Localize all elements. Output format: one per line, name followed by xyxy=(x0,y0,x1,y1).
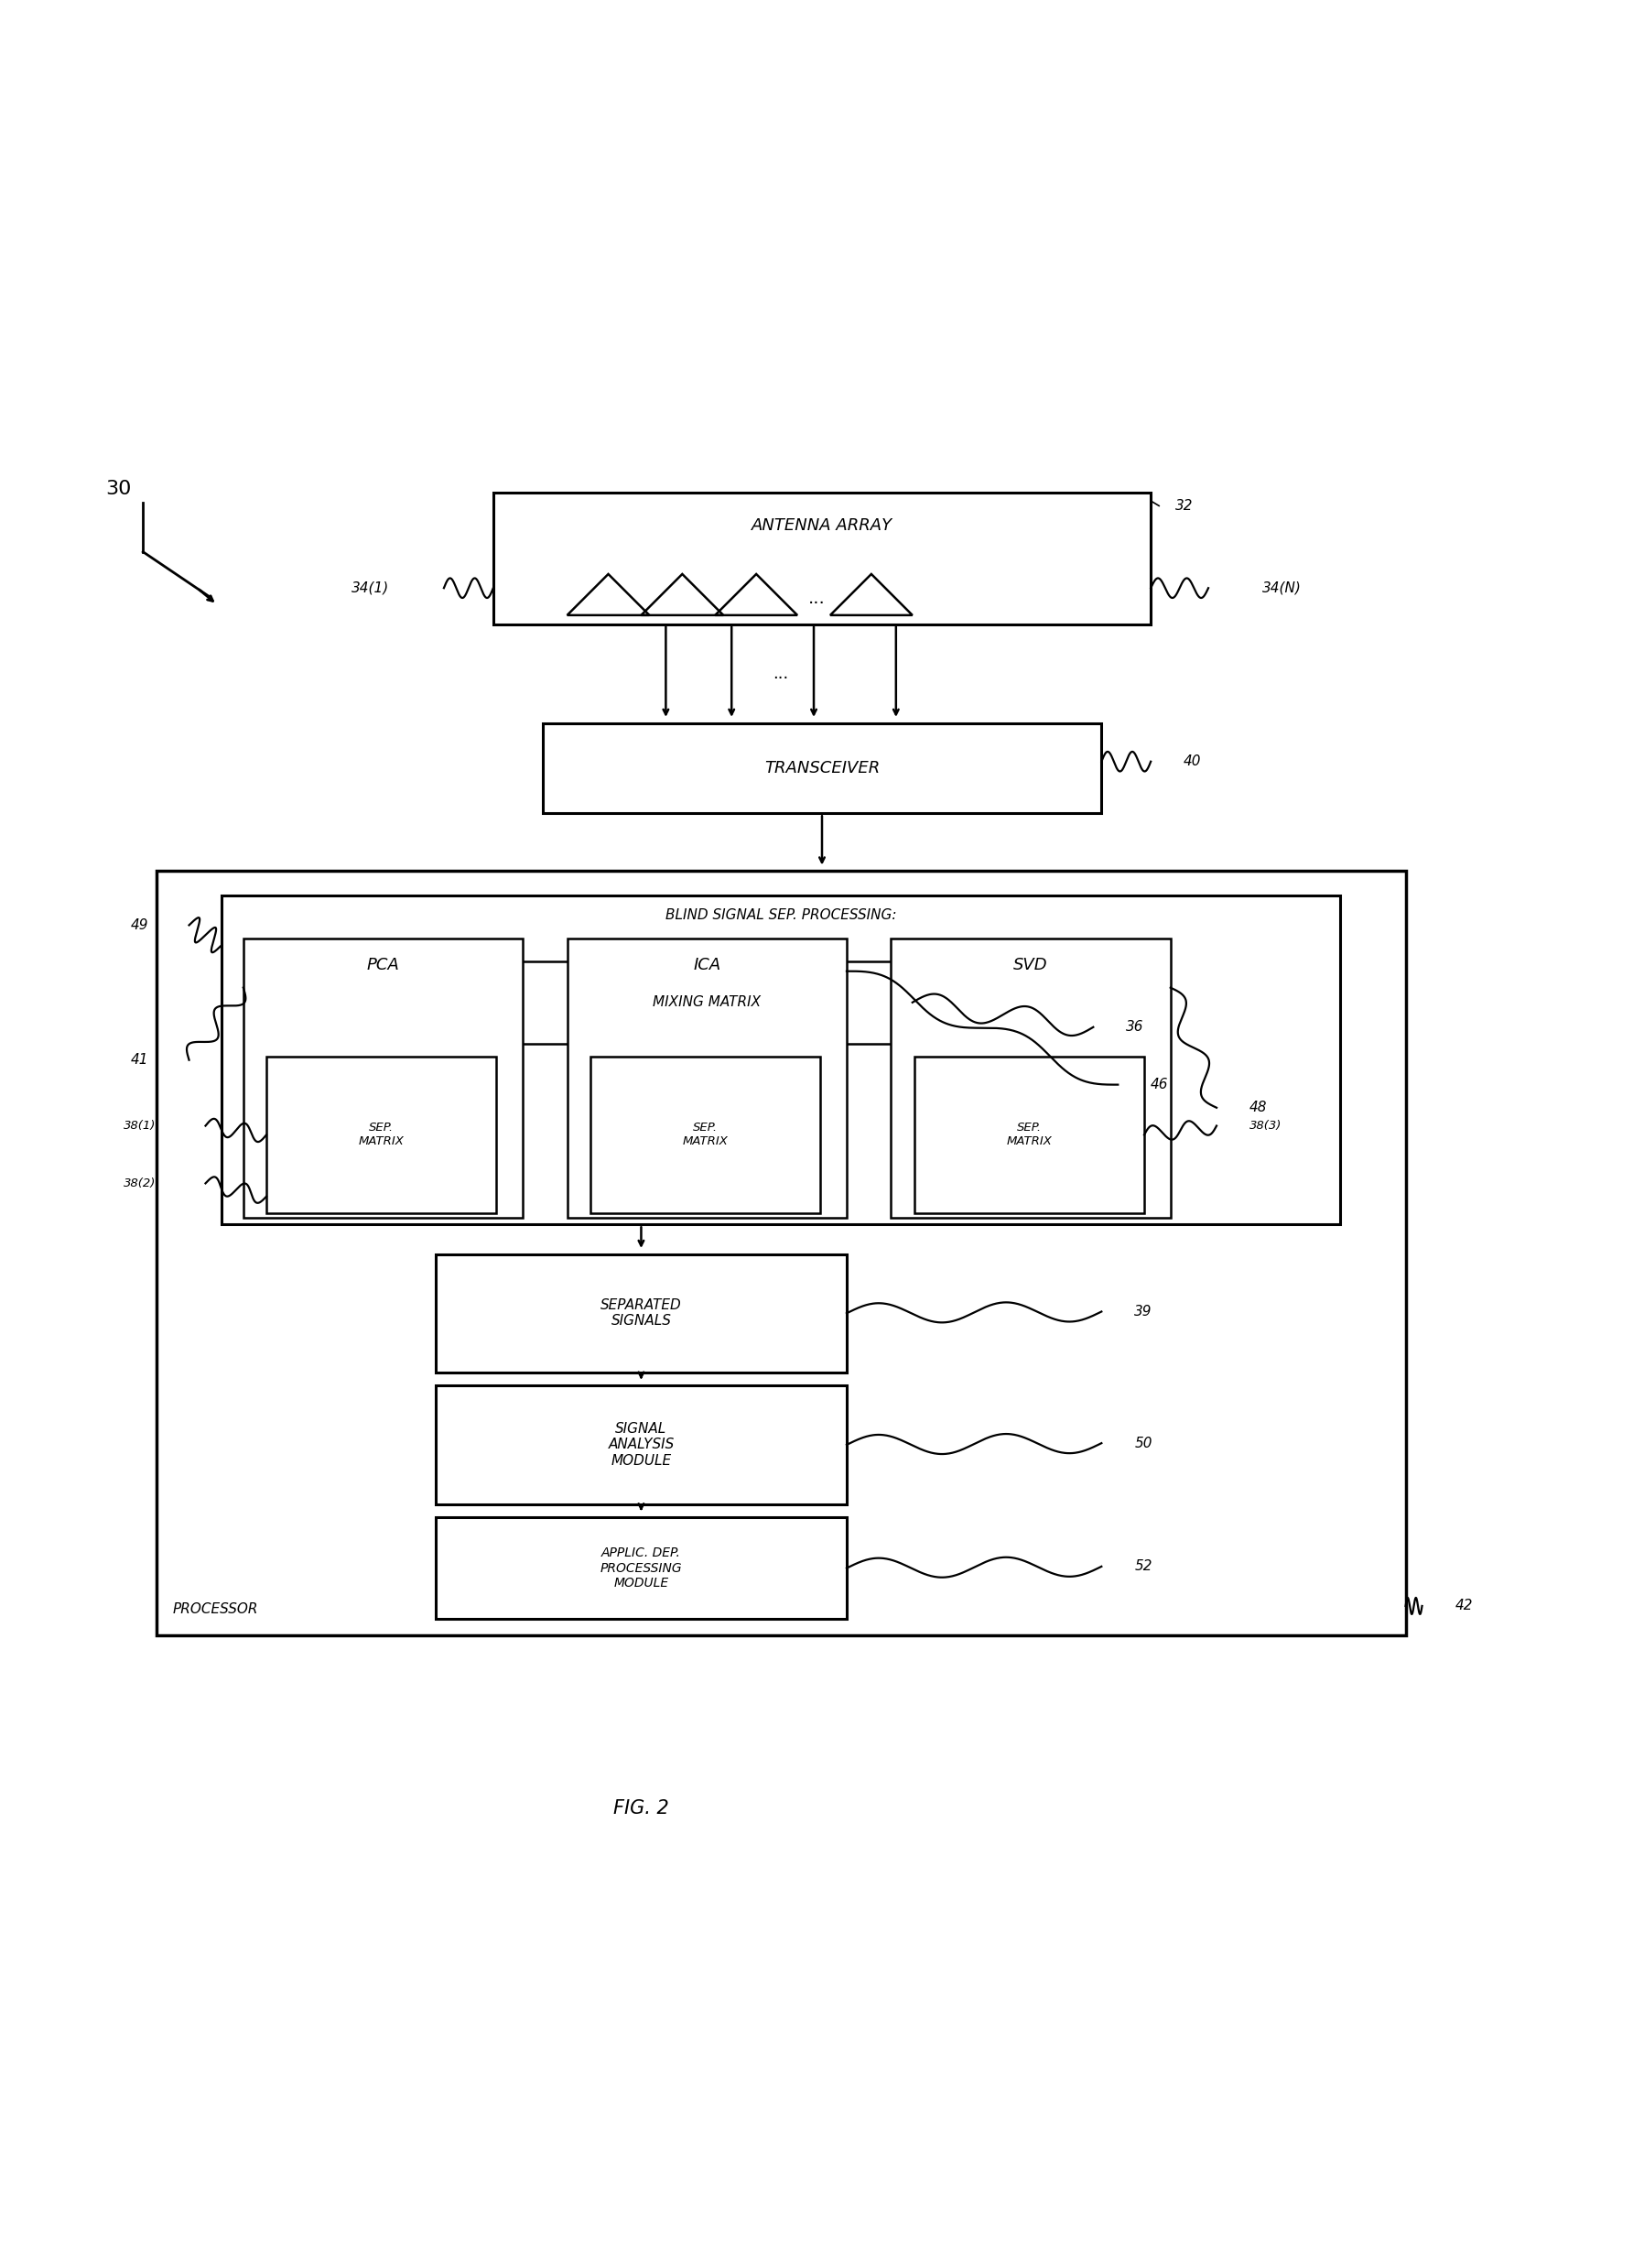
Text: 40: 40 xyxy=(1184,755,1202,769)
FancyBboxPatch shape xyxy=(501,962,912,1043)
Text: 46: 46 xyxy=(1151,1077,1169,1091)
FancyBboxPatch shape xyxy=(266,1057,496,1213)
Text: 34(1): 34(1) xyxy=(352,581,388,594)
Text: PCA: PCA xyxy=(367,957,399,973)
Text: 42: 42 xyxy=(1455,1599,1473,1613)
Text: SIGNAL
ANALYSIS
MODULE: SIGNAL ANALYSIS MODULE xyxy=(608,1422,674,1467)
FancyBboxPatch shape xyxy=(543,723,1101,814)
FancyBboxPatch shape xyxy=(914,1057,1144,1213)
Text: SEP.
MATRIX: SEP. MATRIX xyxy=(682,1123,728,1148)
Text: 32: 32 xyxy=(1175,499,1194,513)
Text: 38(1): 38(1) xyxy=(123,1120,156,1132)
Text: SVD: SVD xyxy=(1014,957,1047,973)
Text: 39: 39 xyxy=(1134,1304,1152,1318)
FancyBboxPatch shape xyxy=(156,871,1406,1635)
Text: PROCESSOR: PROCESSOR xyxy=(173,1601,258,1615)
FancyBboxPatch shape xyxy=(493,492,1151,624)
FancyBboxPatch shape xyxy=(436,1254,847,1372)
FancyBboxPatch shape xyxy=(590,1057,820,1213)
Text: APPLIC. DEP.
PROCESSING
MODULE: APPLIC. DEP. PROCESSING MODULE xyxy=(600,1547,682,1590)
Text: 34(N): 34(N) xyxy=(1263,581,1302,594)
FancyBboxPatch shape xyxy=(567,939,847,1218)
Text: 38(2): 38(2) xyxy=(123,1177,156,1188)
Text: ...: ... xyxy=(773,665,789,683)
FancyBboxPatch shape xyxy=(243,939,523,1218)
Text: 38(3): 38(3) xyxy=(1249,1120,1282,1132)
Text: 50: 50 xyxy=(1134,1436,1152,1449)
Text: BLIND SIGNAL SEP. PROCESSING:: BLIND SIGNAL SEP. PROCESSING: xyxy=(666,909,896,923)
Text: 49: 49 xyxy=(132,919,148,932)
FancyBboxPatch shape xyxy=(436,1517,847,1619)
FancyBboxPatch shape xyxy=(436,1386,847,1504)
Text: MIXING MATRIX: MIXING MATRIX xyxy=(653,996,761,1009)
Text: ANTENNA ARRAY: ANTENNA ARRAY xyxy=(751,517,893,533)
FancyBboxPatch shape xyxy=(222,896,1340,1225)
Text: FIG. 2: FIG. 2 xyxy=(613,1799,669,1817)
FancyBboxPatch shape xyxy=(891,939,1171,1218)
Text: SEP.
MATRIX: SEP. MATRIX xyxy=(1006,1123,1052,1148)
Text: 52: 52 xyxy=(1134,1560,1152,1574)
Text: 48: 48 xyxy=(1249,1100,1268,1114)
Text: SEP.
MATRIX: SEP. MATRIX xyxy=(358,1123,404,1148)
Text: 41: 41 xyxy=(132,1052,148,1066)
Text: SEPARATED
SIGNALS: SEPARATED SIGNALS xyxy=(600,1297,682,1329)
Text: TRANSCEIVER: TRANSCEIVER xyxy=(764,760,880,776)
Text: ...: ... xyxy=(809,590,825,606)
Text: 36: 36 xyxy=(1126,1021,1144,1034)
Text: 30: 30 xyxy=(105,481,132,499)
Text: ICA: ICA xyxy=(694,957,720,973)
